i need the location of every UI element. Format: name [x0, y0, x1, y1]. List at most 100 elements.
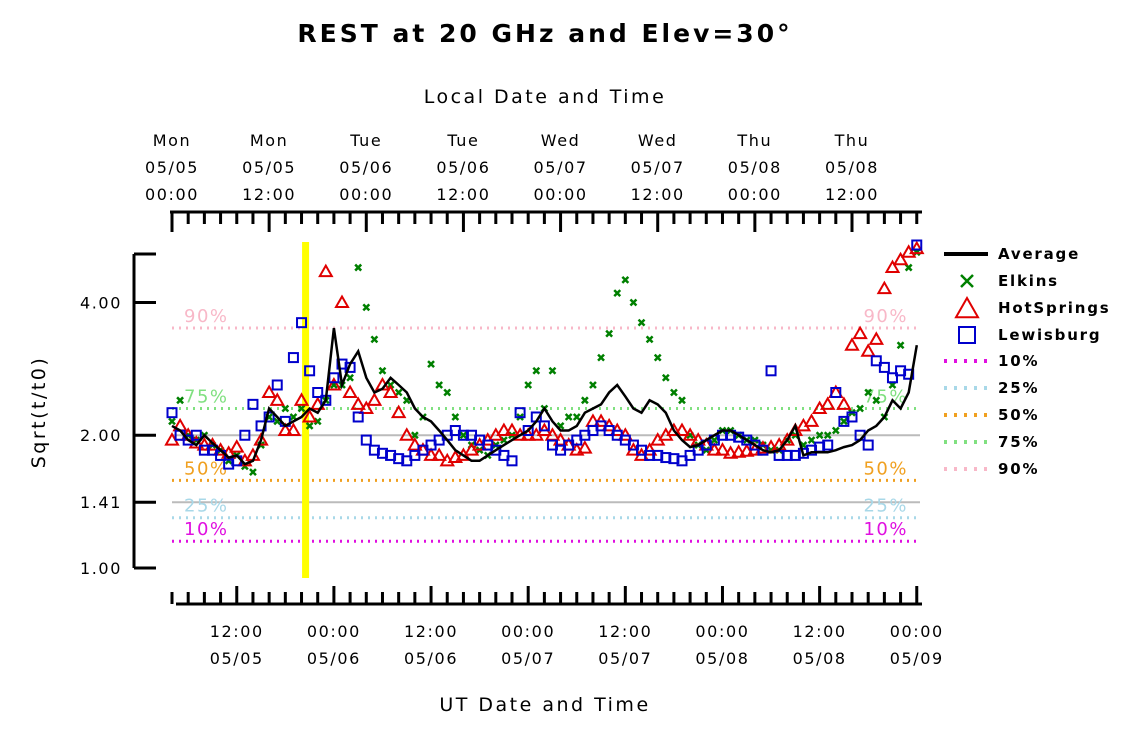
hotsprings-point — [326, 376, 342, 391]
elkins-point — [443, 388, 452, 397]
x-tick-label-date: 05/07 — [598, 649, 652, 668]
elkins-point — [823, 431, 832, 440]
elkins-point — [605, 329, 614, 338]
hotsprings-point — [253, 432, 269, 446]
elkins-point-stroke — [378, 366, 387, 375]
lewisburg-point — [514, 407, 526, 419]
x-tick-label-time: 12:00 — [210, 622, 264, 641]
hotsprings-point — [909, 240, 925, 255]
legend-label: Lewisburg — [998, 326, 1101, 344]
x-tick-label-date: 05/05 — [210, 649, 264, 668]
lewisburg-point — [271, 379, 283, 391]
top-tick-label-date: 05/07 — [534, 158, 588, 177]
hotsprings-point — [844, 337, 860, 351]
elkins-point — [710, 436, 719, 444]
elkins-point-stroke — [532, 366, 541, 375]
top-tick-label-day: Thu — [736, 131, 772, 150]
top-tick-label-date: 05/05 — [242, 158, 296, 177]
elkins-point-stroke — [840, 417, 848, 426]
percentile-label-right: 90% — [863, 306, 908, 327]
hotsprings-point — [852, 325, 868, 340]
top-tick-label-time: 12:00 — [631, 185, 685, 204]
top-tick-label-date: 05/06 — [339, 158, 393, 177]
elkins-point-stroke — [176, 396, 184, 405]
top-tick-label-day: Mon — [250, 131, 289, 150]
hotsprings-point — [390, 404, 407, 419]
x-tick-label-date: 05/08 — [695, 649, 749, 668]
lewisburg-point — [247, 398, 259, 410]
elkins-point — [621, 276, 630, 284]
elkins-point — [564, 413, 573, 421]
elkins-point — [613, 289, 622, 298]
elkins-point-stroke — [637, 318, 646, 327]
elkins-point-stroke — [613, 289, 622, 298]
elkins-point — [354, 263, 363, 272]
y-tick-label: 1.41 — [80, 493, 122, 512]
x-tick-label-time: 00:00 — [501, 622, 555, 641]
hotsprings-point — [366, 392, 383, 406]
elkins-point — [427, 360, 435, 368]
elkins-point-stroke — [678, 396, 686, 405]
x-tick-label-time: 12:00 — [404, 622, 458, 641]
percentile-label-right: 25% — [863, 496, 908, 517]
elkins-point-stroke — [524, 381, 533, 389]
legend-label: 10% — [998, 352, 1039, 370]
elkins-point — [864, 388, 873, 397]
hotsprings-point — [196, 437, 213, 451]
hotsprings-point — [318, 263, 334, 278]
elkins-point-stroke — [831, 426, 840, 435]
x-tick-label-time: 00:00 — [695, 622, 749, 641]
legend-label: Elkins — [998, 272, 1059, 290]
elkins-point-stroke — [621, 276, 630, 284]
elkins-point — [370, 335, 379, 344]
data-series — [164, 239, 925, 476]
legend-swatch-square — [958, 326, 976, 344]
elkins-point — [532, 366, 541, 375]
elkins-point — [807, 436, 816, 444]
elkins-point-stroke — [597, 353, 605, 362]
hotsprings-point — [714, 442, 731, 456]
elkins-point — [670, 388, 678, 397]
elkins-point — [661, 373, 670, 382]
elkins-point — [678, 396, 686, 405]
percentile-label-right: 10% — [863, 519, 908, 540]
hotsprings-point — [431, 447, 447, 461]
top-tick-label-day: Thu — [834, 131, 870, 150]
elkins-point — [168, 417, 176, 426]
hotsprings-point — [277, 422, 294, 437]
elkins-point-stroke — [670, 388, 678, 397]
legend-swatch-x-stroke — [960, 274, 974, 288]
elkins-point-stroke — [362, 303, 371, 312]
elkins-point — [281, 404, 290, 413]
lewisburg-point — [352, 411, 364, 423]
legend-item: 90% — [944, 460, 1038, 478]
elkins-point — [305, 422, 314, 430]
y-axis-title: Sqrt(t/t0) — [28, 356, 50, 469]
hotsprings-point — [504, 422, 520, 437]
hotsprings-point — [666, 422, 682, 437]
x-tick-label-date: 05/08 — [793, 649, 847, 668]
elkins-point-stroke — [872, 396, 881, 405]
hotsprings-point — [399, 427, 415, 441]
elkins-point-stroke — [807, 436, 816, 444]
lewisburg-point — [878, 361, 890, 373]
percentile-label-left: 25% — [184, 496, 229, 517]
x-tick-label-time: 00:00 — [890, 622, 944, 641]
elkins-point-stroke — [710, 436, 719, 444]
top-tick-label-date: 05/05 — [145, 158, 199, 177]
lewisburg-point — [287, 352, 299, 364]
series-average — [171, 327, 919, 466]
legend-label: 75% — [998, 433, 1039, 451]
top-tick-label-date: 05/06 — [436, 158, 490, 177]
lewisburg-point — [903, 368, 915, 380]
elkins-point-stroke — [427, 360, 435, 368]
elkins-point-stroke — [459, 431, 468, 440]
hotsprings-point — [301, 408, 318, 423]
legend-item: 75% — [944, 433, 1039, 451]
elkins-point — [548, 366, 557, 375]
elkins-point-stroke — [605, 329, 614, 338]
elkins-point-stroke — [572, 413, 581, 421]
elkins-point — [896, 341, 905, 350]
top-tick-label-date: 05/08 — [825, 158, 879, 177]
elkins-point — [637, 318, 646, 327]
